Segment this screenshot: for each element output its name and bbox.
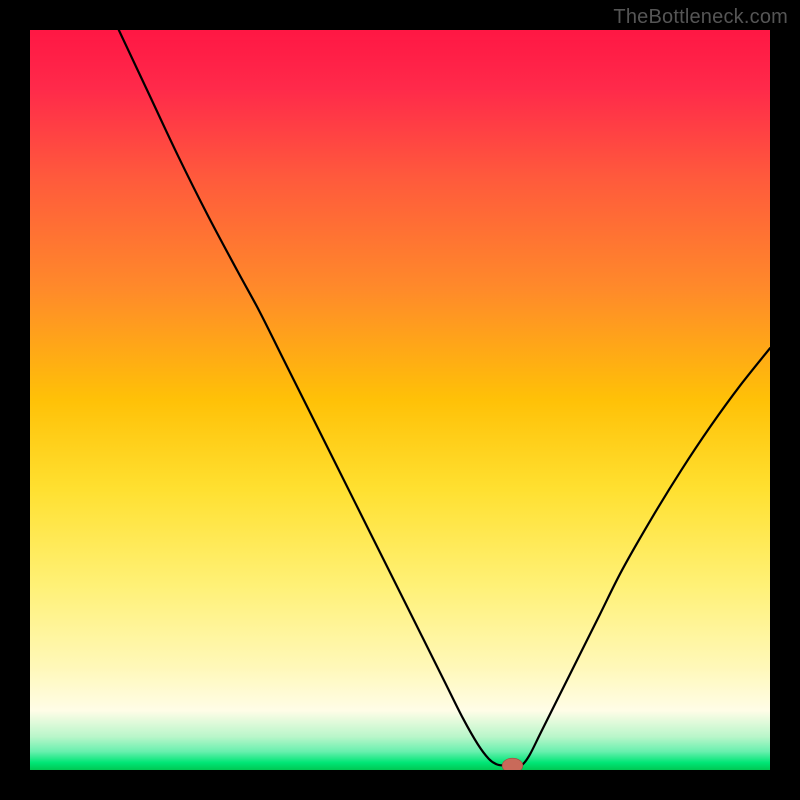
optimal-point-marker: [502, 758, 523, 770]
watermark-text: TheBottleneck.com: [613, 6, 788, 29]
plot-area: [30, 30, 770, 770]
chart-container: TheBottleneck.com: [0, 0, 800, 800]
chart-svg: [30, 30, 770, 770]
gradient-background: [30, 30, 770, 770]
